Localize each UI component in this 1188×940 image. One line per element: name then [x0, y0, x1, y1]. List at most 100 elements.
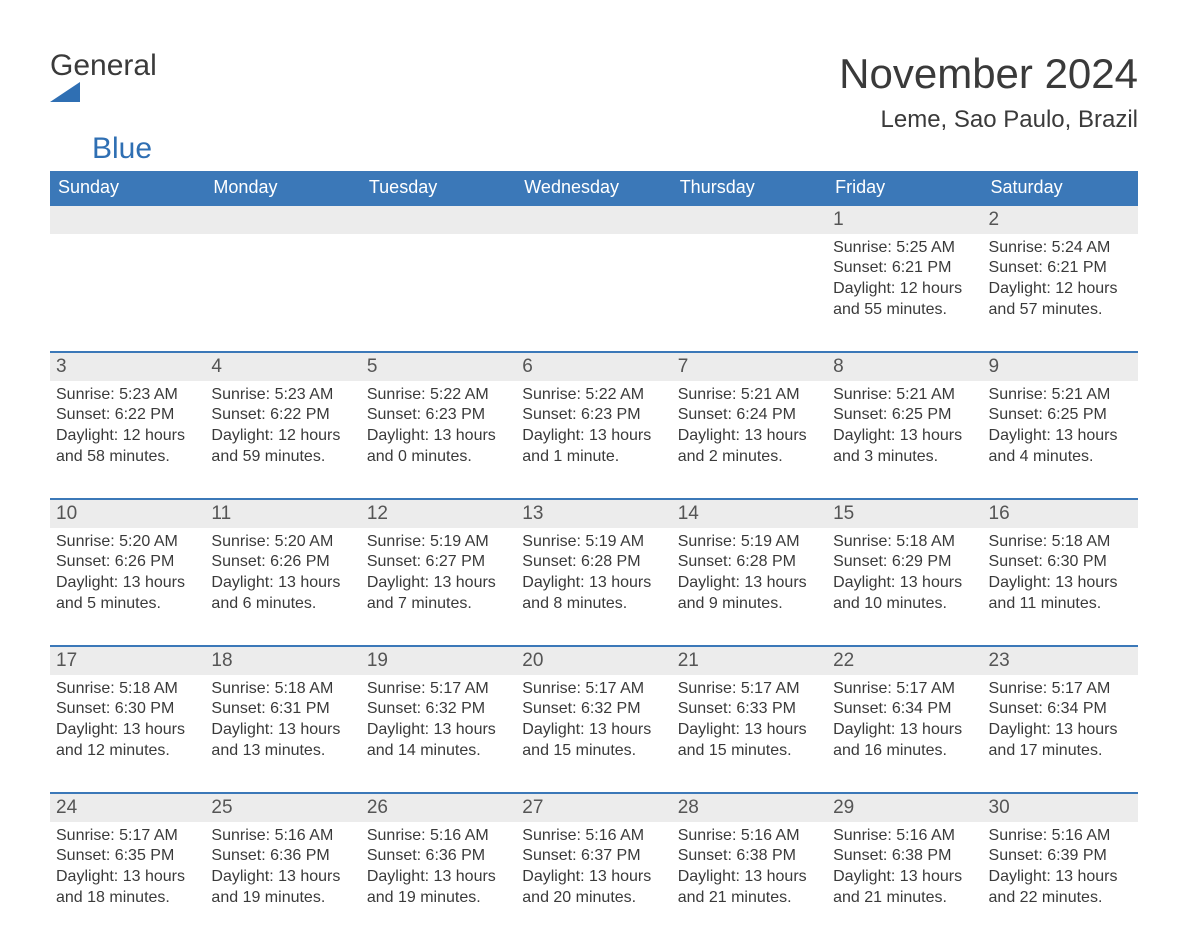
day-cell: Sunrise: 5:17 AMSunset: 6:32 PMDaylight:… — [516, 675, 671, 793]
day-number: 2 — [983, 206, 1138, 234]
day-number: 19 — [361, 647, 516, 675]
sail-icon — [50, 82, 157, 102]
day-cell: Sunrise: 5:16 AMSunset: 6:38 PMDaylight:… — [672, 822, 827, 940]
day-number: 11 — [205, 500, 360, 528]
logo: General Blue — [50, 50, 157, 165]
day-content-row: Sunrise: 5:20 AMSunset: 6:26 PMDaylight:… — [50, 528, 1138, 646]
sunset-text: Sunset: 6:23 PM — [522, 405, 665, 426]
sunset-text: Sunset: 6:21 PM — [833, 258, 976, 279]
daylight-line1: Daylight: 13 hours — [522, 573, 665, 594]
day-cell: Sunrise: 5:17 AMSunset: 6:32 PMDaylight:… — [361, 675, 516, 793]
daylight-line2: and 12 minutes. — [56, 741, 199, 762]
sunrise-text: Sunrise: 5:20 AM — [211, 532, 354, 553]
day-cell: Sunrise: 5:18 AMSunset: 6:29 PMDaylight:… — [827, 528, 982, 646]
sunset-text: Sunset: 6:33 PM — [678, 699, 821, 720]
day-header: Tuesday — [361, 171, 516, 206]
daylight-line1: Daylight: 13 hours — [56, 573, 199, 594]
sunrise-text: Sunrise: 5:16 AM — [522, 826, 665, 847]
sunset-text: Sunset: 6:30 PM — [56, 699, 199, 720]
calendar-table: Sunday Monday Tuesday Wednesday Thursday… — [50, 171, 1138, 940]
logo-word2: Blue — [92, 133, 152, 165]
daylight-line1: Daylight: 13 hours — [522, 426, 665, 447]
daylight-line1: Daylight: 13 hours — [833, 573, 976, 594]
daylight-line2: and 19 minutes. — [211, 888, 354, 909]
daylight-line2: and 17 minutes. — [989, 741, 1132, 762]
logo-text: General Blue — [50, 50, 157, 165]
day-cell: Sunrise: 5:16 AMSunset: 6:37 PMDaylight:… — [516, 822, 671, 940]
day-number: 30 — [983, 794, 1138, 822]
daylight-line1: Daylight: 13 hours — [989, 573, 1132, 594]
sunset-text: Sunset: 6:36 PM — [367, 846, 510, 867]
daylight-line2: and 7 minutes. — [367, 594, 510, 615]
sunrise-text: Sunrise: 5:18 AM — [989, 532, 1132, 553]
daylight-line1: Daylight: 13 hours — [211, 573, 354, 594]
day-cell: Sunrise: 5:23 AMSunset: 6:22 PMDaylight:… — [205, 381, 360, 499]
daylight-line1: Daylight: 13 hours — [678, 720, 821, 741]
sunrise-text: Sunrise: 5:16 AM — [367, 826, 510, 847]
sunset-text: Sunset: 6:22 PM — [211, 405, 354, 426]
daylight-line1: Daylight: 12 hours — [211, 426, 354, 447]
day-number: 14 — [672, 500, 827, 528]
day-cell: Sunrise: 5:21 AMSunset: 6:25 PMDaylight:… — [827, 381, 982, 499]
daylight-line1: Daylight: 13 hours — [989, 720, 1132, 741]
day-cell: Sunrise: 5:19 AMSunset: 6:28 PMDaylight:… — [516, 528, 671, 646]
day-cell: Sunrise: 5:16 AMSunset: 6:38 PMDaylight:… — [827, 822, 982, 940]
day-number: 4 — [205, 353, 360, 381]
day-header-row: Sunday Monday Tuesday Wednesday Thursday… — [50, 171, 1138, 206]
day-cell: Sunrise: 5:18 AMSunset: 6:30 PMDaylight:… — [983, 528, 1138, 646]
daylight-line2: and 58 minutes. — [56, 447, 199, 468]
logo-word1: General — [50, 49, 157, 82]
sunset-text: Sunset: 6:35 PM — [56, 846, 199, 867]
day-cell: Sunrise: 5:20 AMSunset: 6:26 PMDaylight:… — [205, 528, 360, 646]
sunset-text: Sunset: 6:25 PM — [833, 405, 976, 426]
sunrise-text: Sunrise: 5:20 AM — [56, 532, 199, 553]
day-number-row: 12 — [50, 206, 1138, 234]
daylight-line2: and 21 minutes. — [833, 888, 976, 909]
sunset-text: Sunset: 6:24 PM — [678, 405, 821, 426]
header-block: General Blue November 2024 Leme, Sao Pau… — [50, 50, 1138, 165]
sunrise-text: Sunrise: 5:23 AM — [211, 385, 354, 406]
sunset-text: Sunset: 6:31 PM — [211, 699, 354, 720]
daylight-line2: and 57 minutes. — [989, 300, 1132, 321]
empty-day — [205, 234, 360, 352]
daylight-line1: Daylight: 13 hours — [522, 720, 665, 741]
sunset-text: Sunset: 6:29 PM — [833, 552, 976, 573]
day-number: 10 — [50, 500, 205, 528]
empty-day — [361, 206, 516, 234]
sunset-text: Sunset: 6:22 PM — [56, 405, 199, 426]
sunrise-text: Sunrise: 5:18 AM — [833, 532, 976, 553]
daylight-line2: and 18 minutes. — [56, 888, 199, 909]
daylight-line2: and 15 minutes. — [678, 741, 821, 762]
day-number: 22 — [827, 647, 982, 675]
daylight-line2: and 21 minutes. — [678, 888, 821, 909]
day-number: 27 — [516, 794, 671, 822]
daylight-line1: Daylight: 13 hours — [56, 720, 199, 741]
day-header: Monday — [205, 171, 360, 206]
day-content-row: Sunrise: 5:25 AMSunset: 6:21 PMDaylight:… — [50, 234, 1138, 352]
sunset-text: Sunset: 6:38 PM — [678, 846, 821, 867]
sunset-text: Sunset: 6:38 PM — [833, 846, 976, 867]
daylight-line2: and 5 minutes. — [56, 594, 199, 615]
daylight-line1: Daylight: 13 hours — [367, 573, 510, 594]
daylight-line1: Daylight: 13 hours — [833, 720, 976, 741]
day-number: 9 — [983, 353, 1138, 381]
daylight-line1: Daylight: 12 hours — [56, 426, 199, 447]
day-number-row: 10111213141516 — [50, 500, 1138, 528]
daylight-line2: and 11 minutes. — [989, 594, 1132, 615]
sunset-text: Sunset: 6:21 PM — [989, 258, 1132, 279]
page-title: November 2024 — [839, 50, 1138, 98]
daylight-line2: and 16 minutes. — [833, 741, 976, 762]
day-cell: Sunrise: 5:25 AMSunset: 6:21 PMDaylight:… — [827, 234, 982, 352]
daylight-line2: and 1 minute. — [522, 447, 665, 468]
sunrise-text: Sunrise: 5:25 AM — [833, 238, 976, 259]
sunset-text: Sunset: 6:39 PM — [989, 846, 1132, 867]
day-cell: Sunrise: 5:18 AMSunset: 6:31 PMDaylight:… — [205, 675, 360, 793]
day-number: 17 — [50, 647, 205, 675]
sunrise-text: Sunrise: 5:24 AM — [989, 238, 1132, 259]
day-number: 20 — [516, 647, 671, 675]
day-cell: Sunrise: 5:22 AMSunset: 6:23 PMDaylight:… — [516, 381, 671, 499]
day-cell: Sunrise: 5:23 AMSunset: 6:22 PMDaylight:… — [50, 381, 205, 499]
sunset-text: Sunset: 6:26 PM — [56, 552, 199, 573]
day-header: Thursday — [672, 171, 827, 206]
day-header: Friday — [827, 171, 982, 206]
